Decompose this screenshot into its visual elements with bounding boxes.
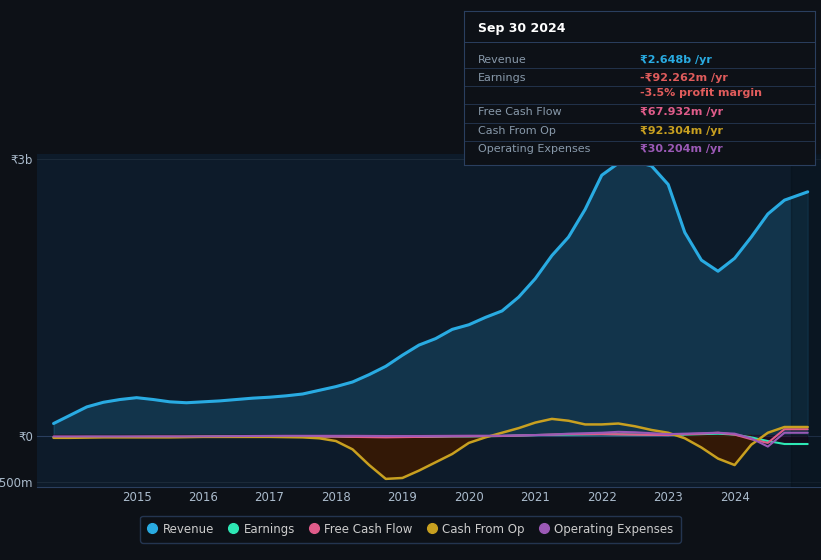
Text: ₹92.304m /yr: ₹92.304m /yr	[640, 125, 722, 136]
Legend: Revenue, Earnings, Free Cash Flow, Cash From Op, Operating Expenses: Revenue, Earnings, Free Cash Flow, Cash …	[140, 516, 681, 543]
Bar	[791, 154, 821, 487]
Text: ₹30.204m /yr: ₹30.204m /yr	[640, 144, 722, 154]
Text: Operating Expenses: Operating Expenses	[478, 144, 590, 154]
Text: Sep 30 2024: Sep 30 2024	[478, 22, 566, 35]
Text: Cash From Op: Cash From Op	[478, 125, 556, 136]
Text: ₹67.932m /yr: ₹67.932m /yr	[640, 107, 722, 117]
Text: ₹2.648b /yr: ₹2.648b /yr	[640, 55, 712, 65]
Text: -₹92.262m /yr: -₹92.262m /yr	[640, 73, 727, 83]
Text: Earnings: Earnings	[478, 73, 526, 83]
Text: Free Cash Flow: Free Cash Flow	[478, 107, 562, 117]
Text: Revenue: Revenue	[478, 55, 526, 65]
Text: -3.5% profit margin: -3.5% profit margin	[640, 88, 762, 98]
